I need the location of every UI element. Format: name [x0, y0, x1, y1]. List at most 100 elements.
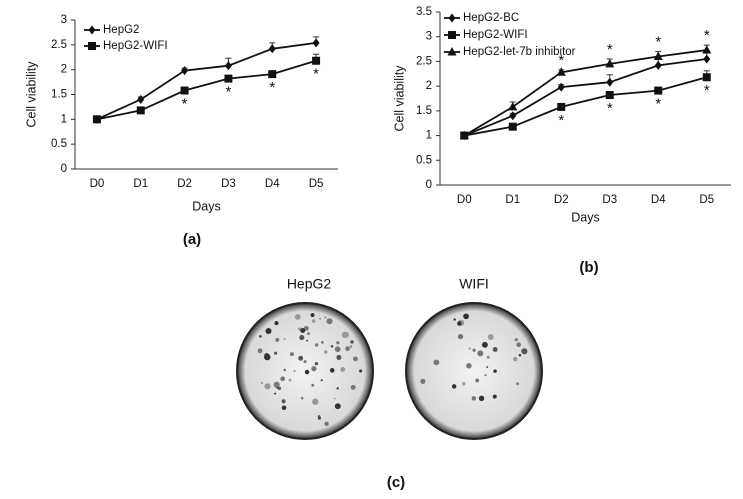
- colony: [297, 327, 302, 331]
- colony: [457, 333, 464, 340]
- annotation: *: [704, 27, 710, 44]
- dish: [405, 302, 543, 440]
- colony: [300, 396, 304, 400]
- y-tick-label: 1.5: [416, 105, 432, 117]
- colony: [260, 381, 264, 385]
- annotation: *: [704, 82, 710, 99]
- colony: [281, 399, 286, 404]
- colony: [317, 415, 321, 418]
- marker: [605, 58, 615, 68]
- colony: [420, 378, 426, 384]
- marker: [557, 102, 566, 111]
- colony: [486, 355, 490, 359]
- marker: [312, 38, 320, 48]
- colony: [257, 348, 263, 354]
- marker: [224, 61, 232, 71]
- annotation: *: [655, 96, 661, 113]
- colony: [277, 386, 282, 390]
- colony: [259, 335, 262, 338]
- colony: [487, 334, 494, 340]
- colony: [264, 353, 271, 361]
- marker: [703, 54, 711, 64]
- annotation: *: [225, 84, 231, 101]
- marker: [448, 13, 456, 23]
- colony: [359, 369, 363, 373]
- y-tick-label: 0: [426, 179, 432, 191]
- colony: [299, 335, 305, 341]
- colony: [484, 374, 487, 377]
- colony: [311, 319, 316, 323]
- colony: [289, 352, 294, 357]
- y-tick-label: 1: [426, 130, 432, 142]
- colony: [326, 318, 333, 325]
- colony: [324, 350, 328, 354]
- colony: [472, 348, 476, 352]
- y-tick-label: 0.5: [416, 154, 432, 166]
- marker: [654, 60, 662, 70]
- marker: [268, 70, 277, 79]
- colony: [280, 376, 286, 382]
- colony: [334, 397, 336, 400]
- colony: [513, 356, 518, 362]
- colony: [493, 369, 497, 373]
- colony: [303, 360, 307, 364]
- colony: [514, 338, 518, 342]
- colony: [466, 363, 472, 369]
- marker: [92, 115, 101, 124]
- colony: [463, 313, 469, 320]
- colony: [451, 384, 457, 389]
- y-tick-label: 3: [426, 31, 432, 43]
- x-axis-title: Days: [571, 210, 599, 224]
- colonies: [257, 313, 528, 426]
- y-tick-label: 2.5: [51, 39, 67, 51]
- colony: [486, 366, 489, 369]
- y-tick-label: 2.5: [416, 55, 432, 67]
- colony: [321, 341, 324, 344]
- colony: [303, 325, 309, 331]
- colony: [336, 387, 339, 390]
- colony: [294, 314, 301, 320]
- x-axis-title: Days: [192, 199, 220, 213]
- legend-label: HepG2-WIFI: [463, 29, 528, 41]
- colony: [453, 318, 456, 321]
- marker: [702, 73, 711, 82]
- colony: [516, 342, 522, 348]
- panel-label: (b): [579, 259, 598, 276]
- legend-label: HepG2: [103, 24, 139, 36]
- colony: [341, 331, 349, 339]
- marker: [654, 86, 663, 95]
- y-tick-label: 0.5: [51, 138, 67, 150]
- y-tick-label: 2: [61, 64, 67, 76]
- colony: [492, 347, 498, 352]
- marker: [509, 111, 517, 121]
- colony: [471, 396, 477, 401]
- marker: [180, 86, 189, 95]
- x-tick-label: D2: [177, 178, 192, 190]
- series-line: [463, 58, 707, 137]
- colony: [350, 340, 354, 344]
- annotation: *: [313, 66, 319, 83]
- colony: [481, 341, 488, 348]
- marker: [508, 101, 518, 111]
- annotation: *: [607, 100, 613, 117]
- colony: [274, 351, 278, 355]
- x-tick-label: D4: [651, 194, 666, 206]
- legend-label: HepG2-let-7b inhibitor: [463, 46, 576, 58]
- colony: [349, 345, 353, 348]
- colony: [345, 346, 350, 351]
- colony: [283, 368, 287, 372]
- y-tick-label: 3.5: [416, 6, 432, 18]
- legend-label: HepG2-WIFI: [103, 40, 168, 52]
- x-tick-label: D5: [699, 194, 714, 206]
- marker: [88, 42, 96, 50]
- marker: [88, 25, 96, 35]
- colony: [478, 395, 485, 401]
- colony: [318, 317, 322, 320]
- colony: [324, 421, 329, 426]
- marker: [312, 56, 321, 65]
- series-line: [463, 49, 707, 137]
- colony: [274, 321, 279, 326]
- annotation: *: [558, 112, 564, 129]
- series-line: [464, 76, 707, 137]
- y-axis-title: Cell viability: [24, 61, 38, 128]
